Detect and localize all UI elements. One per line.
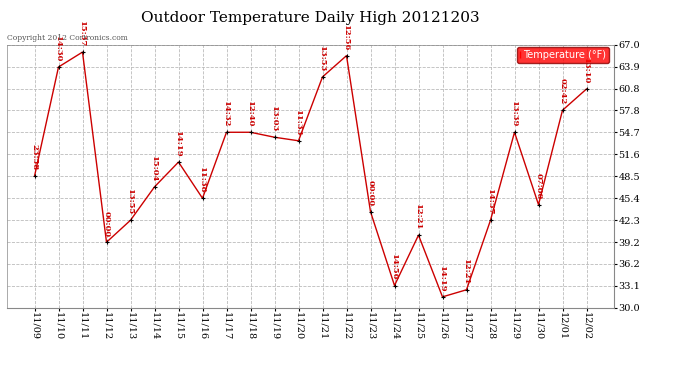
Text: 02:42: 02:42 — [558, 78, 566, 105]
Text: 13:03: 13:03 — [270, 105, 279, 132]
Legend: Temperature (°F): Temperature (°F) — [518, 47, 609, 63]
Text: 13:39: 13:39 — [511, 100, 518, 127]
Text: 15:37: 15:37 — [79, 20, 86, 46]
Text: 13:55: 13:55 — [126, 188, 135, 214]
Text: 15:04: 15:04 — [150, 155, 159, 182]
Text: 12:21: 12:21 — [415, 203, 422, 229]
Text: 14:30: 14:30 — [55, 35, 63, 62]
Text: 12:56: 12:56 — [342, 24, 351, 50]
Text: 11:38: 11:38 — [199, 166, 206, 193]
Text: 12:40: 12:40 — [246, 100, 255, 127]
Text: 12:21: 12:21 — [462, 258, 471, 284]
Text: 13:53: 13:53 — [319, 45, 326, 71]
Text: 14:32: 14:32 — [222, 100, 230, 127]
Text: 23:58: 23:58 — [30, 144, 39, 171]
Text: 14:56: 14:56 — [391, 254, 399, 280]
Text: 14:19: 14:19 — [175, 130, 182, 156]
Text: Outdoor Temperature Daily High 20121203: Outdoor Temperature Daily High 20121203 — [141, 11, 480, 25]
Text: 14:19: 14:19 — [439, 265, 446, 291]
Text: Copyright 2012 Cortronics.com: Copyright 2012 Cortronics.com — [7, 34, 128, 42]
Text: 00:00: 00:00 — [366, 180, 375, 206]
Text: 00:00: 00:00 — [103, 210, 110, 237]
Text: 11:33: 11:33 — [295, 109, 302, 135]
Text: 14:57: 14:57 — [486, 188, 495, 214]
Text: 13:10: 13:10 — [582, 57, 591, 83]
Text: 07:00: 07:00 — [535, 173, 542, 199]
